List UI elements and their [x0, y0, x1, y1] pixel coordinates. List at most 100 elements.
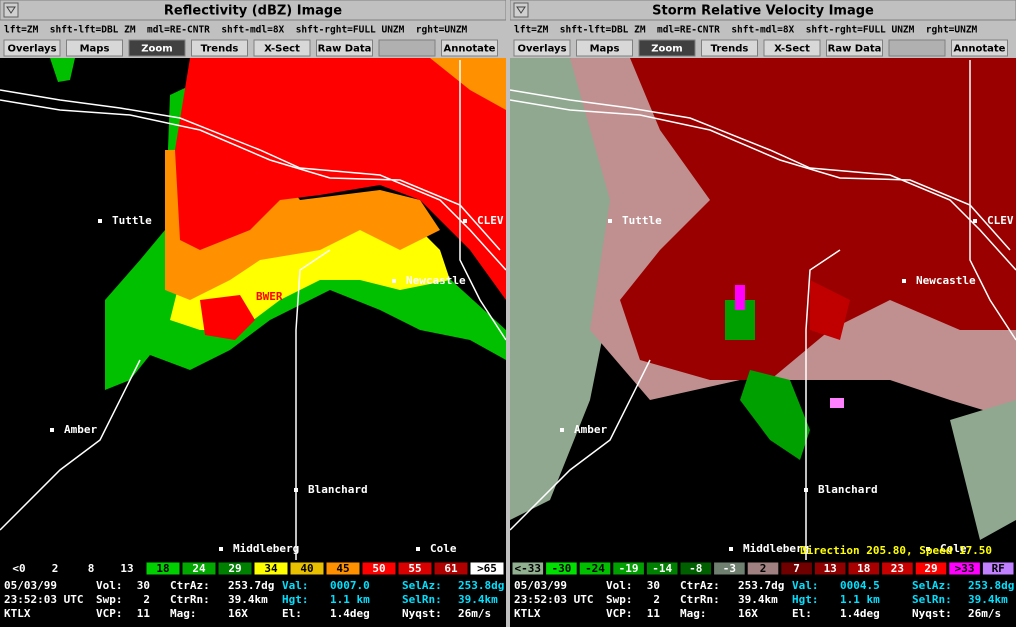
button-label: Overlays — [517, 44, 566, 55]
status-text: SelAz: — [402, 579, 442, 592]
legend-label: 61 — [444, 562, 458, 575]
button-label: Trends — [711, 44, 749, 55]
status-text: Nyqst: — [402, 607, 442, 620]
toolbar-button[interactable] — [638, 39, 696, 57]
place-label: Cole — [430, 542, 457, 555]
status-text: 11 — [647, 607, 661, 620]
window-menu-button[interactable] — [513, 2, 529, 18]
place-label: Amber — [64, 423, 97, 436]
legend-label: 24 — [192, 562, 206, 575]
legend-label: 55 — [408, 562, 421, 575]
title-bar — [510, 0, 1016, 21]
legend-swatch — [109, 561, 145, 576]
toolbar-button[interactable] — [316, 39, 373, 57]
place-dot — [392, 279, 396, 283]
toolbar-button[interactable] — [763, 39, 821, 57]
place-label: CLEV — [477, 214, 504, 227]
place-dot — [219, 547, 223, 551]
status-text: 253.7dg — [738, 579, 784, 592]
blank-button — [378, 39, 436, 57]
legend-swatch — [813, 561, 847, 576]
legend-swatch — [181, 561, 217, 576]
toolbar-button[interactable] — [513, 39, 571, 57]
place-label: Middleberg — [233, 542, 299, 555]
place-dot — [804, 488, 808, 492]
toolbar-button[interactable] — [66, 39, 123, 57]
legend-label: 2 — [760, 562, 767, 575]
legend-label: >33 — [955, 562, 975, 575]
legend-label: RF — [992, 562, 1005, 575]
status-text: 39.4km — [458, 593, 498, 606]
legend-swatch — [511, 561, 545, 576]
toolbar-button[interactable] — [826, 39, 883, 57]
button-label: Raw Data — [318, 44, 372, 55]
button-label: Zoom — [141, 44, 172, 55]
bwer-label: BWER — [256, 290, 283, 303]
place-label: Tuttle — [112, 214, 152, 227]
status-text: VCP: — [606, 607, 633, 620]
legend-label: 13 — [824, 562, 837, 575]
place-dot — [50, 428, 54, 432]
legend-label: 50 — [372, 562, 385, 575]
legend-swatch — [433, 561, 469, 576]
status-text: 2 — [143, 593, 150, 606]
status-text: Swp: — [96, 593, 123, 606]
legend-label: 8 — [88, 562, 95, 575]
legend-swatch — [746, 561, 780, 576]
status-text: Vol: — [606, 579, 633, 592]
blank-button — [888, 39, 946, 57]
place-dot — [463, 219, 467, 223]
status-text: El: — [792, 607, 812, 620]
toolbar-button[interactable] — [191, 39, 248, 57]
toolbar-button[interactable] — [576, 39, 633, 57]
legend-label: 34 — [264, 562, 278, 575]
button-label: Annotate — [444, 44, 496, 55]
legend-swatch — [289, 561, 325, 576]
legend-swatch — [145, 561, 181, 576]
legend-label: 29 — [228, 562, 241, 575]
status-text: 16X — [738, 607, 758, 620]
panel-title: Storm Relative Velocity Image — [652, 4, 874, 19]
status-text: KTLX — [4, 607, 31, 620]
place-dot — [973, 219, 977, 223]
status-text: 1.1 km — [840, 593, 880, 606]
legend-swatch — [397, 561, 433, 576]
legend-swatch — [545, 561, 578, 576]
legend-swatch — [217, 561, 253, 576]
place-label: Newcastle — [916, 274, 976, 287]
toolbar-button[interactable] — [701, 39, 758, 57]
button-label: Raw Data — [828, 44, 882, 55]
status-text: CtrAz: — [170, 579, 210, 592]
status-text: Val: — [282, 579, 309, 592]
status-text: 26m/s — [968, 607, 1001, 620]
legend-label: 23 — [891, 562, 904, 575]
status-text: 23:52:03 UTC — [514, 593, 593, 606]
status-text: 1.1 km — [330, 593, 370, 606]
window-menu-button[interactable] — [3, 2, 19, 18]
status-text: CtrAz: — [680, 579, 720, 592]
legend-label: >65 — [477, 562, 497, 575]
legend-swatch — [325, 561, 361, 576]
status-text: 16X — [228, 607, 248, 620]
status-text: SelAz: — [912, 579, 952, 592]
status-text: 253.8dg — [968, 579, 1014, 592]
status-text: KTLX — [514, 607, 541, 620]
toolbar-button[interactable] — [253, 39, 311, 57]
legend-label: 7 — [793, 562, 800, 575]
status-text: 05/03/99 — [514, 579, 567, 592]
toolbar-button[interactable] — [128, 39, 186, 57]
status-text: SelRn: — [912, 593, 952, 606]
button-label: X-Sect — [264, 44, 300, 55]
status-text: 1.4deg — [840, 607, 880, 620]
place-dot — [560, 428, 564, 432]
toolbar-button[interactable] — [3, 39, 61, 57]
status-text: SelRn: — [402, 593, 442, 606]
legend-label: 40 — [300, 562, 313, 575]
place-label: Newcastle — [406, 274, 466, 287]
toolbar-button[interactable] — [951, 39, 1008, 57]
status-text: Hgt: — [282, 593, 309, 606]
title-bar — [0, 0, 506, 21]
legend-label: <-33 — [515, 562, 542, 575]
toolbar-button[interactable] — [441, 39, 498, 57]
